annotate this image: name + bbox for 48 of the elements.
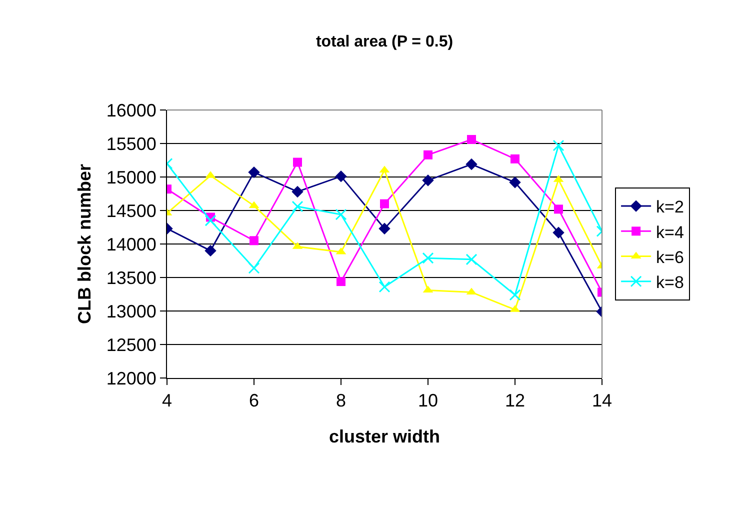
point — [204, 214, 216, 226]
y-tick-label: 13500 — [106, 268, 156, 288]
point — [509, 176, 521, 188]
point — [380, 199, 389, 208]
point — [467, 134, 476, 144]
x-tick-label: 4 — [162, 390, 172, 411]
y-tick-label: 14500 — [106, 200, 156, 221]
x-tick-label: 8 — [336, 390, 346, 411]
legend-label: k=8 — [656, 272, 684, 292]
point — [248, 262, 260, 274]
point — [554, 204, 563, 214]
point — [422, 174, 434, 186]
y-tick-label: 14000 — [106, 234, 156, 254]
point — [378, 281, 390, 293]
point — [292, 186, 304, 198]
x-tick-label: 12 — [504, 390, 526, 411]
x-tick-label: 6 — [248, 390, 260, 411]
point — [466, 158, 478, 170]
point — [250, 236, 258, 246]
point — [335, 170, 347, 182]
point — [422, 252, 434, 264]
y-tick-label: 13000 — [106, 301, 156, 322]
point — [204, 244, 216, 257]
point — [292, 200, 304, 212]
point — [293, 158, 302, 167]
point — [509, 289, 521, 301]
y-tick-label: 15500 — [106, 134, 156, 154]
x-tick-label: 10 — [418, 390, 438, 411]
point — [248, 166, 260, 178]
y-tick-label: 15000 — [106, 167, 156, 188]
chart-title: total area (P = 0.5) — [316, 34, 454, 51]
legend-label: k=4 — [656, 222, 684, 242]
point — [552, 140, 564, 152]
point — [510, 154, 520, 164]
y-axis-title: CLB block number — [74, 164, 95, 324]
point — [424, 150, 432, 160]
point — [466, 254, 478, 266]
legend-label: k=2 — [656, 198, 684, 217]
y-tick-label: 12000 — [106, 368, 156, 388]
point — [335, 208, 347, 220]
y-tick-label: 12500 — [106, 334, 156, 355]
y-tick-label: 16000 — [106, 100, 156, 120]
x-tick-label: 14 — [592, 390, 612, 411]
x-axis-title: cluster width — [328, 426, 440, 447]
point — [378, 222, 390, 234]
point — [552, 226, 564, 238]
legend-label: k=6 — [656, 248, 684, 267]
point — [336, 277, 346, 286]
